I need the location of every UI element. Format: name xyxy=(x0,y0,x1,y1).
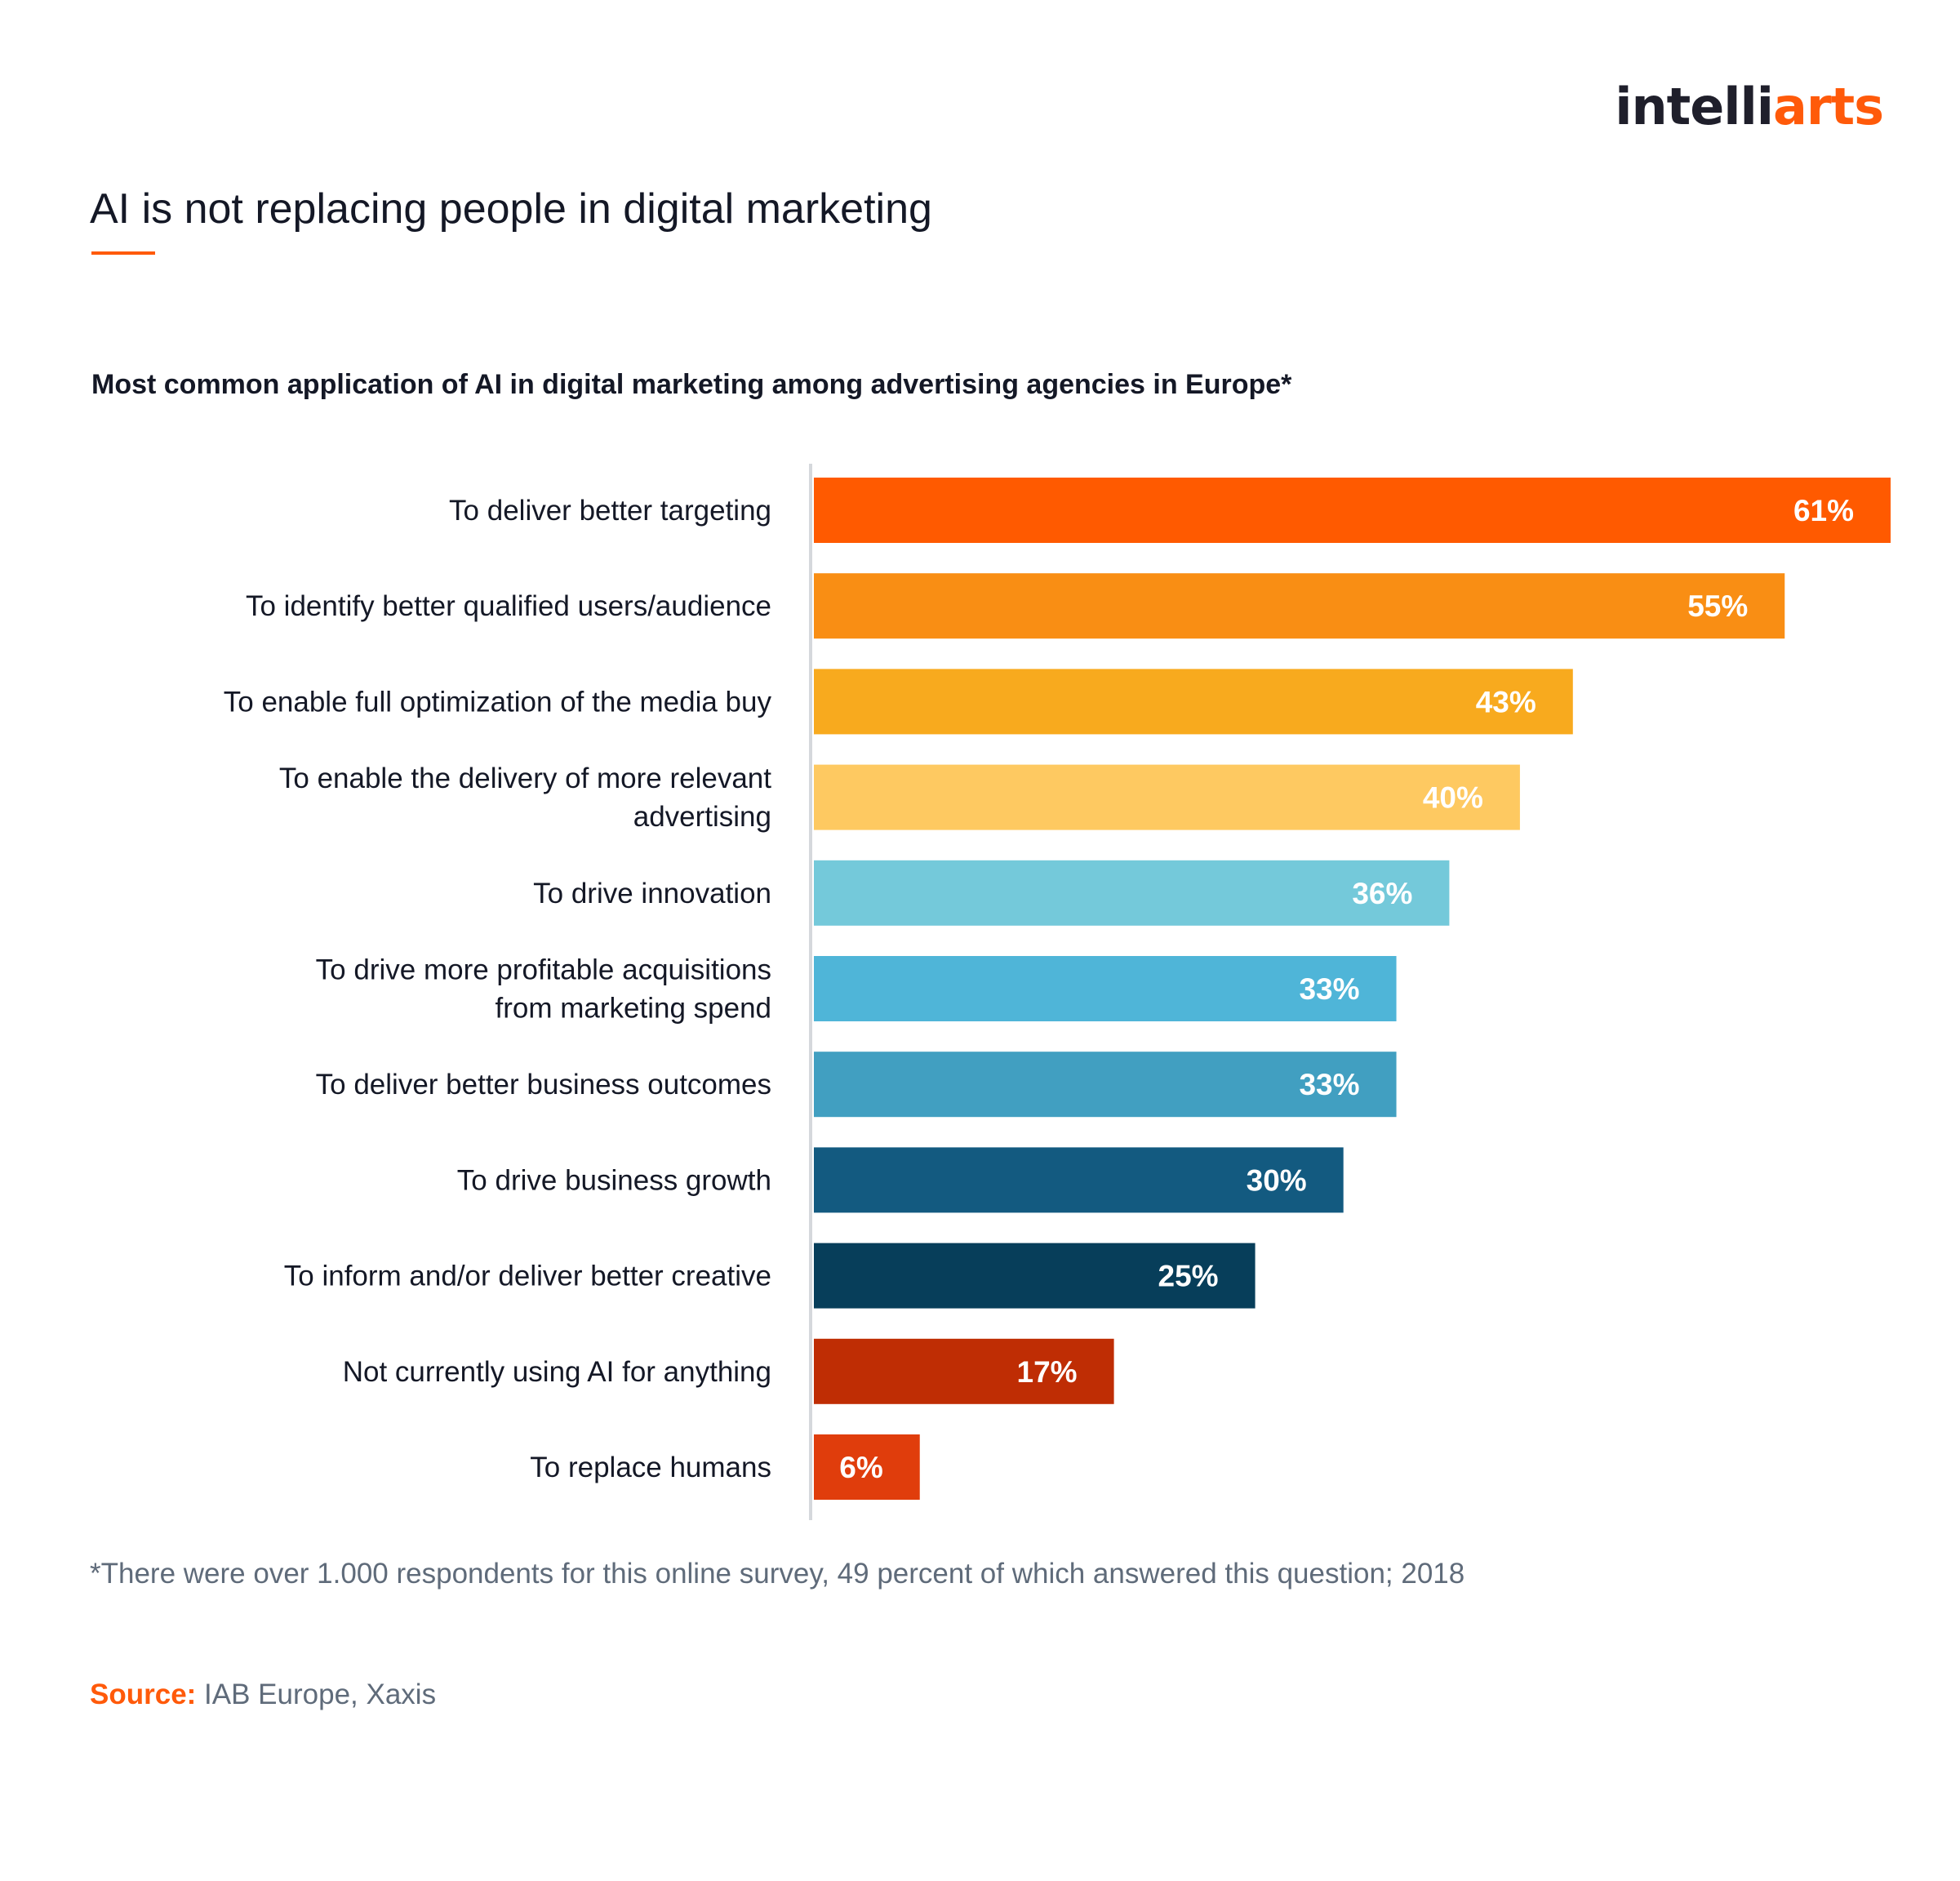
category-label-line: To deliver better targeting xyxy=(449,495,771,527)
bar-value-label: 36% xyxy=(1352,877,1412,910)
category-label: To inform and/or deliver better creative xyxy=(284,1261,771,1292)
bar-7 xyxy=(814,1052,1397,1118)
bar-value-label: 6% xyxy=(839,1451,882,1484)
bar-6 xyxy=(814,956,1397,1021)
bar-value-label: 30% xyxy=(1247,1163,1307,1197)
category-label-line: To deliver better business outcomes xyxy=(316,1069,771,1101)
brand-logo: intelliarts xyxy=(1615,82,1884,132)
bar-value-label: 61% xyxy=(1793,494,1854,527)
category-label: To enable full optimization of the media… xyxy=(224,686,772,718)
category-label: To replace humans xyxy=(530,1452,771,1483)
category-label: Not currently using AI for anything xyxy=(343,1356,771,1388)
source-line: Source: IAB Europe, Xaxis xyxy=(90,1679,436,1711)
bar-8 xyxy=(814,1147,1344,1213)
category-label: To identify better qualified users/audie… xyxy=(246,590,771,622)
bar-9 xyxy=(814,1243,1256,1309)
bar-value-label: 43% xyxy=(1476,685,1536,718)
bar-1 xyxy=(814,478,1891,543)
bar-10 xyxy=(814,1338,1114,1404)
logo-part-1: intelli xyxy=(1615,77,1774,136)
category-label-line: To identify better qualified users/audie… xyxy=(246,590,771,622)
logo-part-2: arts xyxy=(1773,77,1884,136)
bar-2 xyxy=(814,573,1785,639)
category-label-line: To enable the delivery of more relevant xyxy=(279,763,771,794)
category-label-line: To drive more profitable acquisitions xyxy=(316,954,771,986)
category-label-line: To enable full optimization of the media… xyxy=(224,686,772,718)
category-label: To drive innovation xyxy=(533,878,771,909)
bar-value-label: 25% xyxy=(1158,1260,1219,1293)
bar-3 xyxy=(814,669,1573,735)
bar-4 xyxy=(814,764,1520,830)
bar-value-label: 17% xyxy=(1017,1355,1078,1389)
category-label-line: To drive business growth xyxy=(457,1164,771,1196)
bar-5 xyxy=(814,860,1450,926)
bar-value-label: 33% xyxy=(1299,972,1359,1006)
bar-value-label: 33% xyxy=(1299,1068,1359,1101)
category-label: To enable the delivery of more relevant a… xyxy=(279,763,771,833)
category-label-line: To inform and/or deliver better creative xyxy=(284,1261,771,1292)
footnote: *There were over 1.000 respondents for t… xyxy=(90,1558,1465,1590)
category-label: To drive business growth xyxy=(457,1164,771,1196)
category-label: To deliver better targeting xyxy=(449,495,771,527)
source-text: IAB Europe, Xaxis xyxy=(196,1679,437,1710)
category-label-line: advertising xyxy=(633,801,771,833)
page-title: AI is not replacing people in digital ma… xyxy=(90,185,932,233)
title-underline xyxy=(91,251,155,255)
bar-11 xyxy=(814,1434,920,1500)
source-label: Source: xyxy=(90,1679,197,1710)
category-label: To drive more profitable acquisitions fro… xyxy=(316,954,771,1025)
category-label-line: Not currently using AI for anything xyxy=(343,1356,771,1388)
category-label: To deliver better business outcomes xyxy=(316,1069,771,1101)
bar-value-label: 40% xyxy=(1423,781,1483,815)
category-label-line: To drive innovation xyxy=(533,878,771,909)
chart-title: Most common application of AI in digital… xyxy=(91,369,1292,400)
category-label-line: To replace humans xyxy=(530,1452,771,1483)
bar-value-label: 55% xyxy=(1687,589,1748,623)
category-label-line: from marketing spend xyxy=(496,993,771,1025)
bar-chart: 61% To deliver better targeting 55% To iden… xyxy=(224,464,1891,1520)
